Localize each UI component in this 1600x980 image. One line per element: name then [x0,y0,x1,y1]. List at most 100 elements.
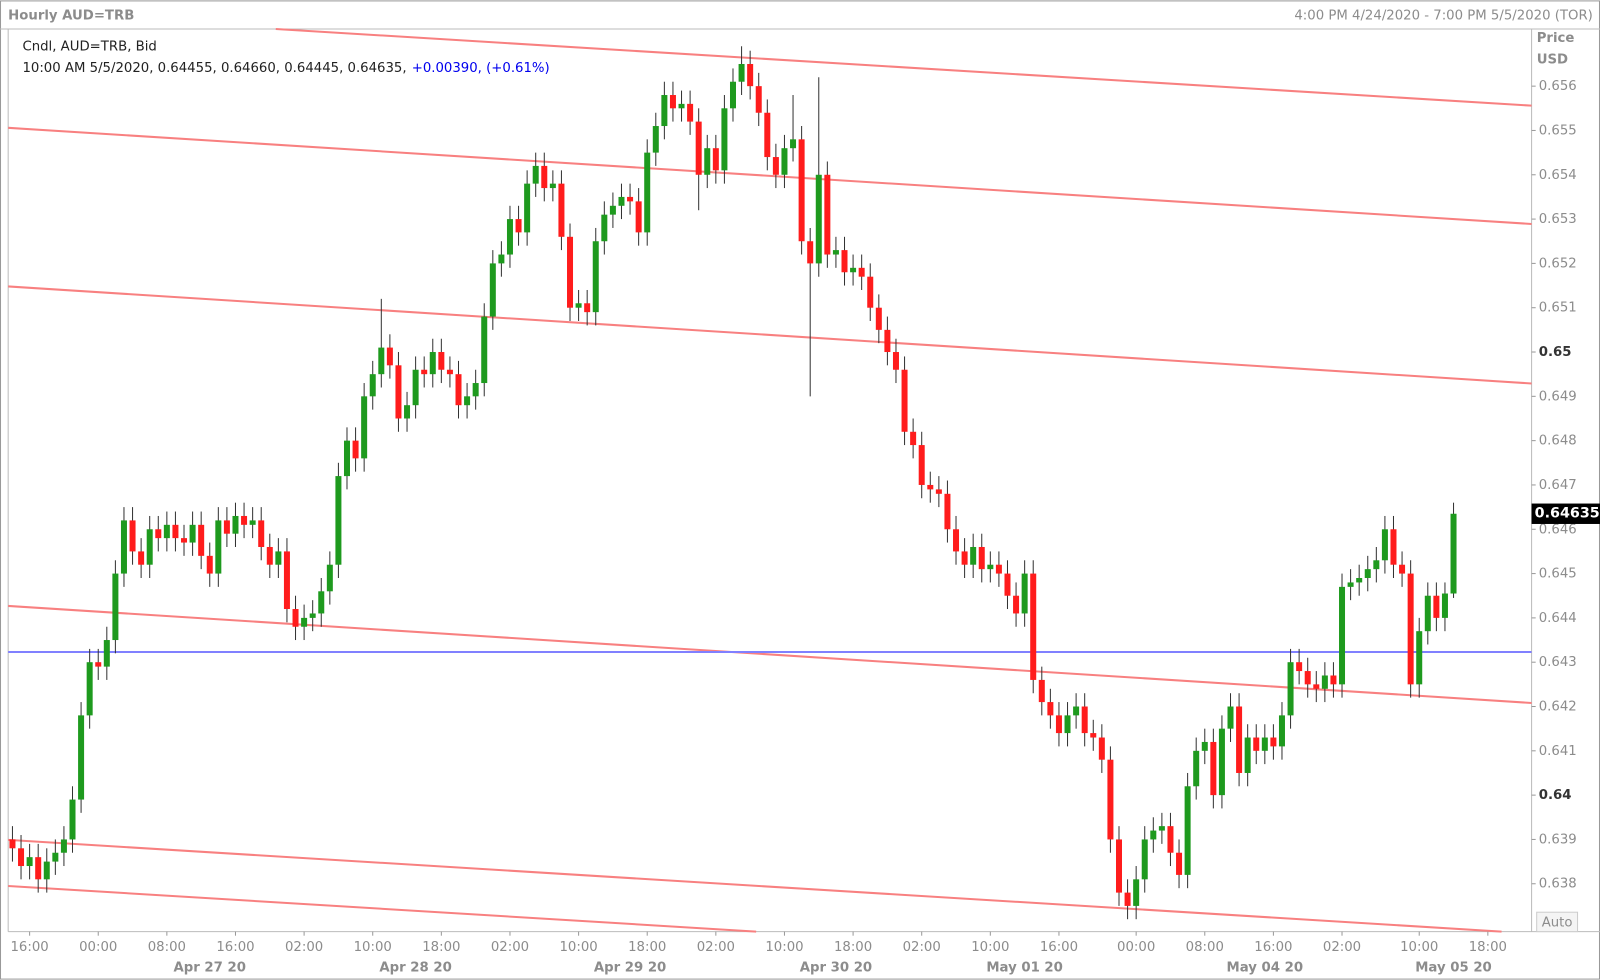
x-tick-label: 16:00 [216,940,254,955]
candle-body [1296,662,1303,672]
candle-body [1073,706,1080,716]
x-tick-label: 00:00 [79,940,117,955]
candle-body [1030,573,1037,680]
candle-body [1004,573,1011,596]
candle-body [627,196,634,202]
candle-body [815,174,822,264]
candle-body [309,613,316,618]
candle-body [541,165,548,189]
y-tick-label: 0.641 [1539,744,1577,759]
candle-body [9,839,16,849]
candle-body [412,369,419,406]
candle-body [129,520,136,552]
candle-body [549,183,556,189]
axis-label: Price [1537,31,1575,46]
candle-body [961,551,968,565]
candle-body [1090,733,1097,738]
x-tick-label: 18:00 [628,940,666,955]
candle-body [858,267,865,277]
candle-body [1313,684,1320,689]
candle-body [352,440,359,459]
y-tick-label: 0.644 [1539,611,1577,626]
candle-body [1098,737,1105,760]
candle-body [1416,631,1423,685]
candle-body [1184,786,1191,875]
candle-body [1381,529,1388,561]
x-tick-label: 16:00 [10,940,48,955]
candle-body [944,493,951,530]
candle-body [1244,737,1251,773]
candle-body [120,520,127,574]
x-tick-label: 02:00 [1323,940,1361,955]
axis-unit: USD [1537,53,1568,68]
candle-body [1055,715,1062,734]
candle-body [1304,671,1311,685]
y-tick-label: 0.656 [1539,79,1577,94]
scale-mode[interactable]: Auto [1542,915,1573,930]
candle-body [747,63,754,87]
candle-body [1270,737,1277,747]
candle-body [1176,852,1183,875]
candle-body [335,476,342,565]
candle-body [927,484,934,490]
y-tick-label: 0.653 [1539,212,1577,227]
candle-body [807,241,814,264]
candle-body [515,219,522,233]
candle-body [875,307,882,330]
date-label: May 05 20 [1415,960,1492,975]
y-tick-label: 0.646 [1539,522,1577,537]
candle-body [1064,715,1071,734]
trendline [8,604,1532,704]
candle-body [43,861,50,880]
x-tick-label: 16:00 [1040,940,1078,955]
candle-body [1201,741,1208,751]
candle-body [292,609,299,627]
date-label: May 04 20 [1227,960,1304,975]
candle-body [206,555,213,574]
candle-body [824,174,831,255]
date-label: May 01 20 [986,960,1063,975]
candle-body [772,157,779,175]
candle-body [755,86,762,113]
candle-body [1407,573,1414,685]
y-tick-label: 0.643 [1539,655,1577,670]
scale-mode-button[interactable] [1536,911,1579,933]
candle-body [721,108,728,171]
x-tick-label: 16:00 [1254,940,1292,955]
candle-body [652,126,659,153]
candle-body [138,551,145,565]
candle-body [181,538,188,543]
candle-body [506,219,513,255]
candle-body [103,640,110,667]
candle-body [172,524,179,539]
candle-body [798,139,805,242]
x-tick-label: 02:00 [697,940,735,955]
candle-body [95,662,102,667]
candle-body [1218,728,1225,796]
candle-body [618,196,625,206]
candle-body [1321,675,1328,689]
candle-body [1433,595,1440,618]
candle-body [1450,513,1457,594]
candle-body [198,524,205,556]
candle-body [1278,715,1285,747]
candle-body [781,148,788,175]
candle-body [489,263,496,317]
y-tick-label: 0.65 [1539,345,1572,360]
candle-body [464,396,471,406]
candle-body [644,152,651,233]
candle-body [498,254,505,264]
candle-body [112,573,119,641]
candle-body [1441,593,1448,618]
candle-body [378,347,385,375]
candle-body [532,165,539,184]
candle-body [1373,560,1380,570]
candle-body [189,524,196,543]
date-label: Apr 29 20 [594,960,666,975]
candle-body [52,852,59,862]
candle-body [1021,573,1028,614]
candle-body [978,546,985,570]
candle-body [601,214,608,242]
candle-body [987,564,994,570]
